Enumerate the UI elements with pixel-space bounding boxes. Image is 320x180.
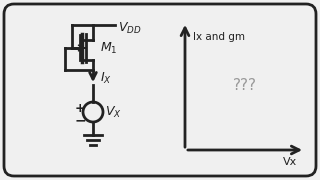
Text: Vx: Vx [283, 157, 297, 167]
Text: +: + [75, 102, 85, 114]
Text: ???: ??? [233, 78, 257, 93]
Text: $V_X$: $V_X$ [105, 104, 122, 120]
Text: $V_{DD}$: $V_{DD}$ [118, 21, 142, 36]
FancyBboxPatch shape [4, 4, 316, 176]
Text: $M_1$: $M_1$ [100, 40, 117, 56]
Text: −: − [74, 113, 86, 127]
Text: $I_X$: $I_X$ [100, 70, 112, 85]
Text: Ix and gm: Ix and gm [193, 32, 245, 42]
